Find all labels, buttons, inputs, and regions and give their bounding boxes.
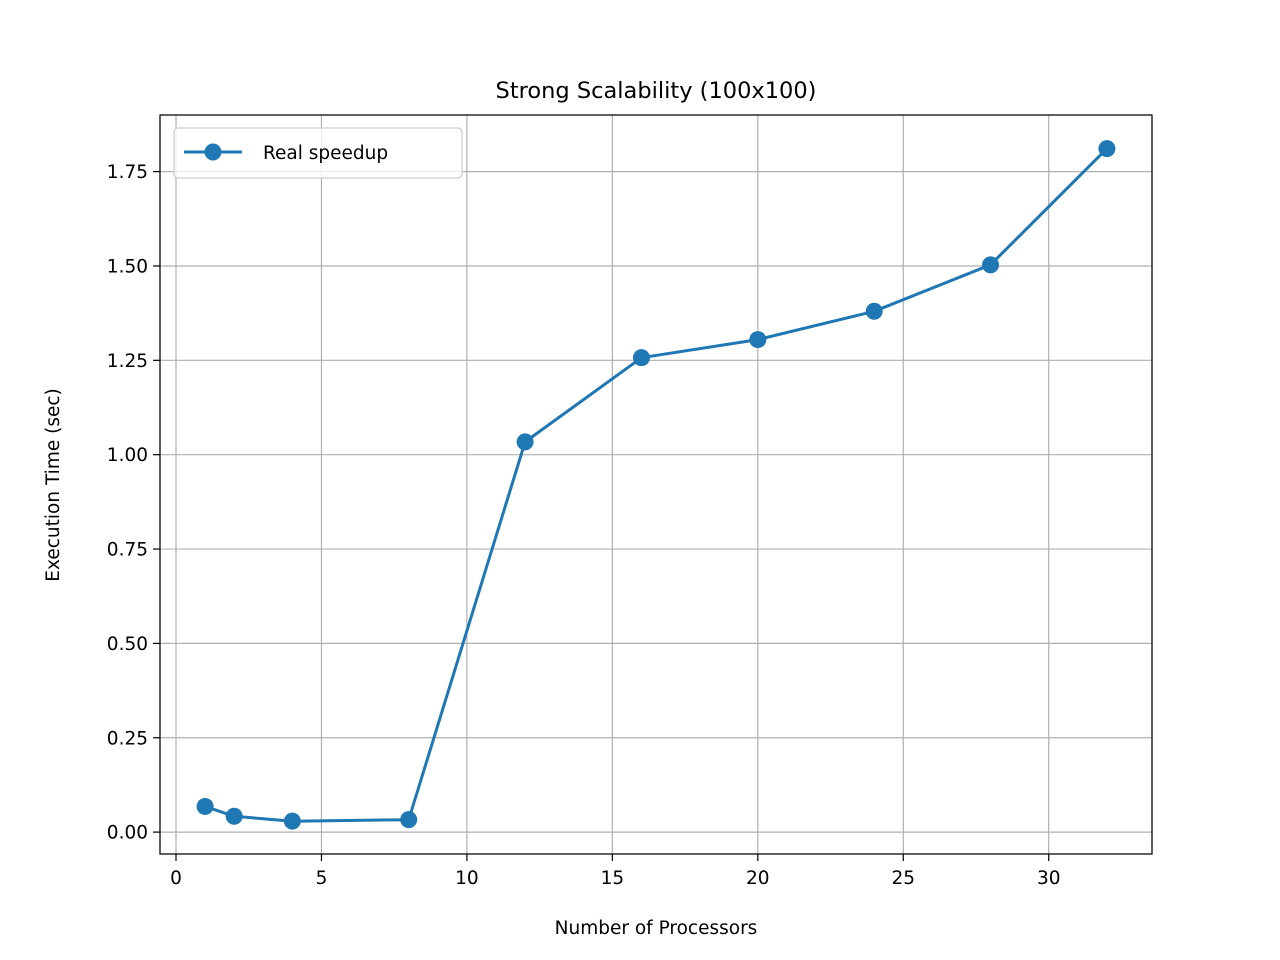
x-tick-label: 5 <box>316 868 328 889</box>
legend: Real speedup <box>173 127 463 179</box>
y-tick-label: 0.50 <box>107 634 148 655</box>
x-tick-label: 10 <box>455 868 479 889</box>
x-tick-label: 0 <box>170 868 182 889</box>
data-point <box>1098 140 1116 158</box>
y-tick-label: 0.25 <box>107 728 148 749</box>
grid-lines <box>160 115 1152 854</box>
chart-title: Strong Scalability (100x100) <box>496 78 817 104</box>
data-point <box>632 349 650 367</box>
x-tick-label: 30 <box>1037 868 1061 889</box>
data-point <box>516 433 534 451</box>
series-line <box>204 147 1108 823</box>
x-tick-label: 20 <box>746 868 770 889</box>
y-tick-label: 1.00 <box>107 445 148 466</box>
y-axis-ticks: 0.00 0.25 0.50 0.75 1.00 1.25 1.50 1.75 <box>107 162 160 844</box>
plot-area-frame <box>159 114 1153 855</box>
legend-label-real-speedup: Real speedup <box>263 143 388 164</box>
data-point <box>400 811 418 829</box>
legend-box <box>173 127 463 179</box>
y-tick-label: 1.75 <box>107 162 148 183</box>
y-tick-label: 0.00 <box>107 823 148 844</box>
y-tick-label: 1.25 <box>107 351 148 372</box>
y-tick-label: 0.75 <box>107 540 148 561</box>
x-tick-label: 25 <box>891 868 915 889</box>
data-point <box>865 302 883 320</box>
x-axis-ticks: 0 5 10 15 20 25 30 <box>170 854 1061 889</box>
data-point <box>982 256 1000 274</box>
series-layer <box>196 140 1116 830</box>
data-point <box>283 812 301 830</box>
x-tick-label: 15 <box>601 868 625 889</box>
data-point <box>196 797 214 815</box>
data-point <box>749 331 767 349</box>
x-axis-label: Number of Processors <box>555 918 758 939</box>
y-tick-label: 1.50 <box>107 256 148 277</box>
y-axis-label: Execution Time (sec) <box>43 388 64 581</box>
data-point <box>225 807 243 825</box>
legend-marker-sample <box>204 143 222 161</box>
